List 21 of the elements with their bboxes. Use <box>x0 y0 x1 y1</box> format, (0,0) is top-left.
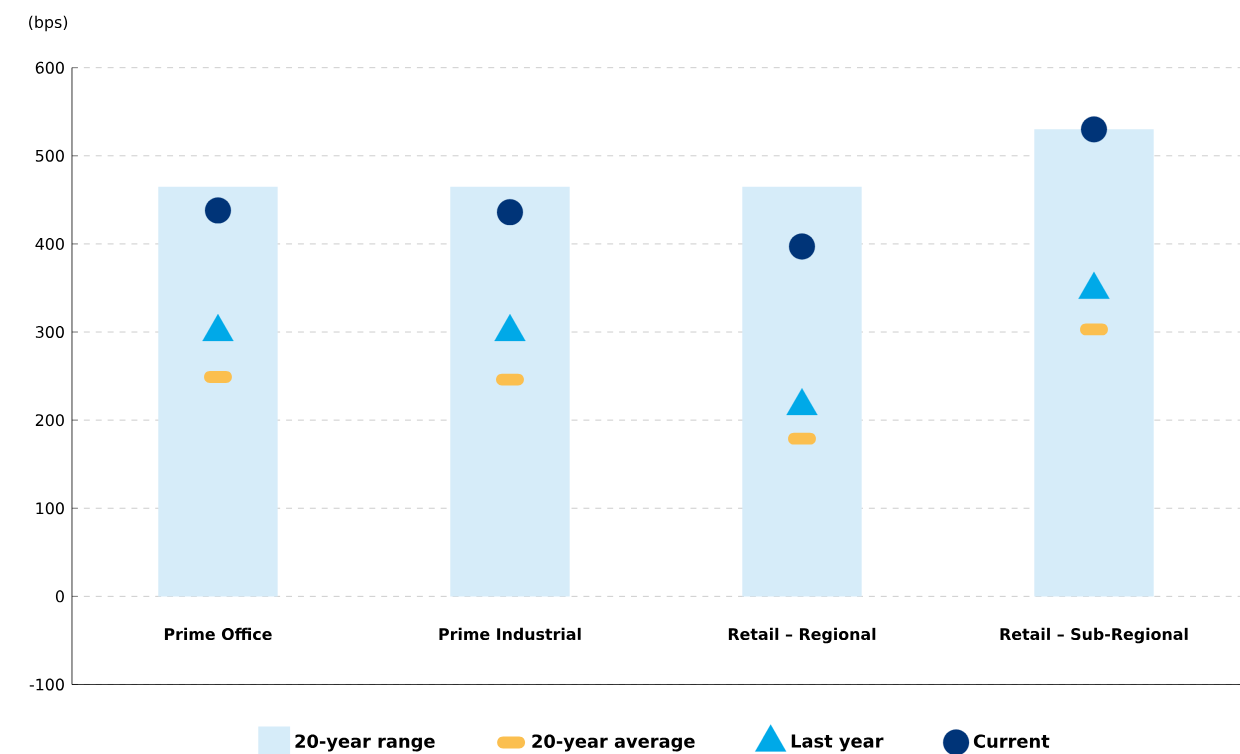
y-tick-label: 200 <box>35 414 64 427</box>
legend-label: Last year <box>791 734 884 752</box>
y-tick-label: -100 <box>29 678 64 691</box>
point <box>204 197 232 224</box>
x-tick-label: Retail – Regional <box>728 627 876 644</box>
x-tick-label: Retail – Sub-Regional <box>1000 627 1188 644</box>
y-axis-title: (bps) <box>29 15 68 32</box>
y-tick-label: 300 <box>35 325 64 338</box>
point <box>1080 116 1108 143</box>
y-tick-label: 0 <box>55 590 64 603</box>
point <box>788 233 816 260</box>
point <box>496 199 524 226</box>
y-tick-label: 600 <box>35 61 64 74</box>
y-tick-label: 400 <box>35 237 64 250</box>
y-tick-label: 100 <box>36 502 64 515</box>
legend-label: 20-year average <box>532 734 695 752</box>
x-tick-label: Prime Industrial <box>439 627 581 641</box>
x-tick-label: Prime Office <box>164 627 272 641</box>
y-tick-label: 500 <box>35 149 64 162</box>
legend-label: 20-year range <box>295 734 435 752</box>
legend-label: Current <box>973 734 1050 748</box>
